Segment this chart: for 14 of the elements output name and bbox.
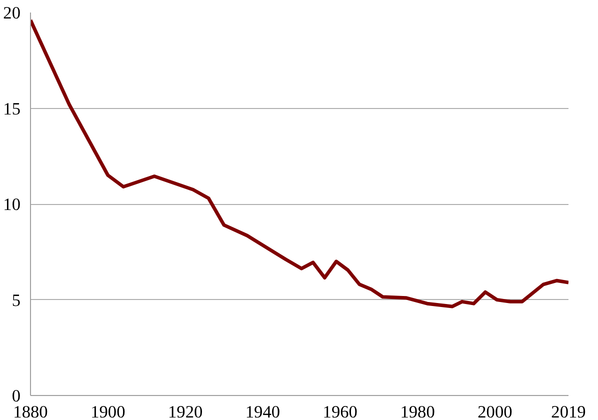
x-tick-label: 1980 bbox=[400, 402, 435, 420]
y-tick-label: 0 bbox=[12, 386, 21, 406]
line-series bbox=[30, 18, 568, 308]
y-tick-label: 15 bbox=[3, 99, 20, 118]
x-tick-label: 1960 bbox=[322, 402, 358, 420]
x-tick-label: 1880 bbox=[13, 402, 48, 420]
x-tick-label: 2019 bbox=[551, 402, 586, 420]
x-tick-label: 1900 bbox=[90, 402, 126, 420]
x-tick-label: 1940 bbox=[245, 402, 280, 420]
y-tick-label: 5 bbox=[12, 290, 21, 310]
x-tick-label: 1920 bbox=[168, 402, 203, 420]
y-tick-label: 20 bbox=[3, 4, 20, 22]
y-tick-label: 10 bbox=[3, 195, 20, 214]
x-tick-label: 2000 bbox=[478, 402, 512, 420]
